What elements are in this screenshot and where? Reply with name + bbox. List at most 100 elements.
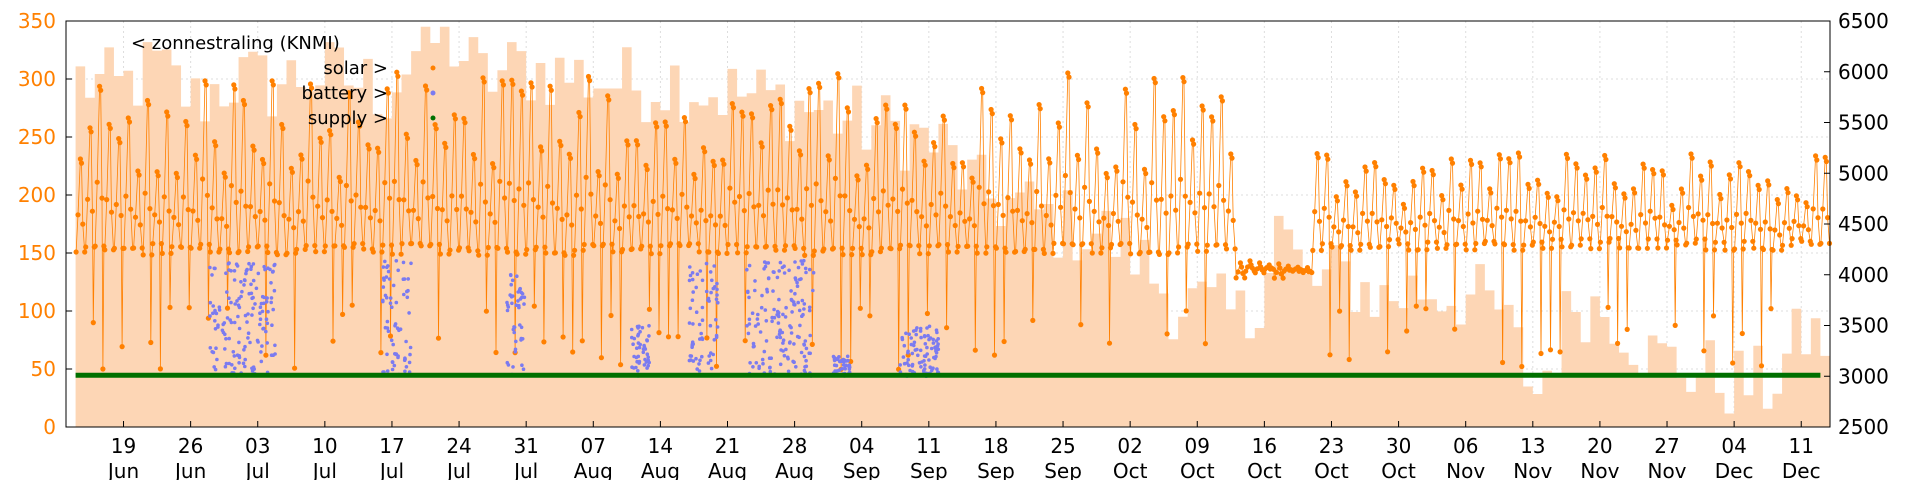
solar-point — [621, 203, 628, 209]
battery-point — [520, 363, 524, 368]
solar-point — [240, 97, 246, 104]
solar-point — [857, 305, 863, 311]
battery-point — [272, 263, 277, 268]
solar-point — [1408, 220, 1414, 226]
battery-point — [386, 269, 391, 274]
solar-point — [845, 109, 852, 115]
solar-point — [1099, 245, 1105, 251]
x-tick-day: 17 — [379, 434, 404, 458]
solar-point — [1593, 169, 1599, 175]
solar-point — [713, 363, 720, 369]
solar-point — [1645, 236, 1651, 242]
solar-point — [1002, 245, 1008, 251]
solar-point — [375, 145, 381, 151]
solar-point — [212, 139, 218, 145]
solar-point — [1076, 156, 1082, 163]
solar-point — [262, 217, 268, 223]
solar-point — [1354, 193, 1360, 199]
left-tick-label: 250 — [18, 125, 56, 149]
solar-point — [213, 143, 219, 149]
solar-point — [721, 161, 727, 167]
solar-point — [986, 189, 992, 195]
solar-point — [792, 245, 798, 251]
solar-point — [233, 199, 239, 205]
solar-point — [1766, 182, 1772, 188]
solar-point — [1786, 225, 1792, 231]
battery-point — [519, 338, 523, 342]
solar-point — [482, 199, 488, 205]
solar-point — [614, 171, 620, 177]
battery-point — [402, 358, 407, 363]
solar-point — [243, 203, 249, 209]
battery-point — [700, 278, 705, 283]
solar-point — [1592, 165, 1598, 171]
solar-point — [409, 240, 415, 247]
solar-point — [255, 243, 261, 249]
solar-point — [1765, 178, 1771, 184]
battery-point — [922, 354, 927, 358]
solar-point — [1358, 241, 1364, 247]
solar-point — [842, 193, 848, 199]
solar-point — [533, 244, 539, 250]
battery-point — [636, 369, 640, 373]
solar-point — [991, 352, 998, 358]
battery-point — [230, 363, 234, 367]
solar-point — [943, 203, 949, 209]
solar-point — [1189, 137, 1196, 143]
solar-point — [1479, 216, 1486, 222]
solar-point — [667, 241, 674, 247]
solar-point — [1628, 221, 1634, 227]
solar-point — [476, 252, 482, 258]
solar-point — [1770, 247, 1776, 253]
solar-point — [1413, 303, 1419, 309]
solar-point — [1337, 308, 1343, 314]
solar-point — [1401, 205, 1408, 211]
battery-point — [687, 278, 692, 283]
solar-point — [443, 144, 449, 150]
solar-point — [309, 85, 315, 91]
solar-point — [495, 245, 501, 251]
solar-point — [687, 241, 693, 247]
solar-point — [921, 158, 927, 164]
solar-point — [288, 165, 294, 171]
solar-point — [1455, 218, 1462, 224]
battery-point — [237, 326, 242, 331]
solar-point — [500, 82, 506, 88]
solar-point — [957, 210, 963, 216]
right-tick-label: 2500 — [1838, 415, 1889, 439]
solar-point — [794, 206, 800, 212]
battery-point — [807, 308, 812, 313]
battery-point — [930, 368, 934, 373]
solar-point — [1319, 241, 1325, 247]
battery-point — [907, 332, 911, 337]
solar-point — [878, 245, 885, 251]
x-tick-month: Aug — [641, 459, 680, 480]
solar-point — [519, 92, 526, 98]
solar-point — [1144, 224, 1150, 231]
battery-point — [847, 363, 852, 368]
battery-point — [923, 363, 927, 367]
solar-point — [1663, 245, 1670, 251]
solar-point — [1523, 218, 1529, 224]
solar-point — [1331, 224, 1337, 230]
solar-point — [388, 242, 395, 248]
battery-point — [224, 361, 229, 366]
solar-point — [334, 215, 340, 221]
battery-point — [396, 268, 401, 273]
solar-point — [1527, 224, 1533, 230]
battery-point — [521, 367, 526, 372]
solar-point — [313, 249, 319, 255]
solar-point — [1243, 268, 1249, 274]
solar-point — [1727, 176, 1734, 182]
solar-point — [192, 152, 198, 158]
solar-point — [1316, 218, 1323, 224]
battery-point — [919, 365, 923, 369]
solar-point — [1590, 213, 1596, 219]
solar-point — [299, 156, 305, 162]
solar-point — [372, 207, 378, 214]
battery-point — [797, 277, 802, 282]
solar-point — [1703, 247, 1709, 253]
solar-point — [351, 241, 357, 247]
solar-point — [1003, 249, 1009, 255]
solar-point — [1673, 237, 1679, 243]
